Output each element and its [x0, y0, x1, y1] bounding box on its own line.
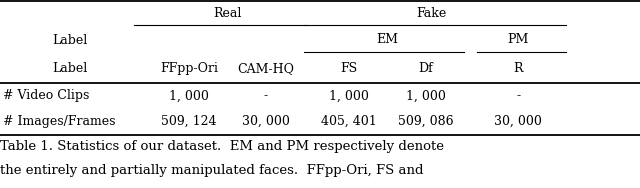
- Text: 30, 000: 30, 000: [495, 115, 542, 128]
- Text: # Video Clips: # Video Clips: [3, 89, 90, 102]
- Text: # Images/Frames: # Images/Frames: [3, 115, 116, 128]
- Text: Label: Label: [52, 62, 88, 75]
- Text: Table 1. Statistics of our dataset.  EM and PM respectively denote: Table 1. Statistics of our dataset. EM a…: [0, 140, 444, 153]
- Text: EM: EM: [376, 33, 398, 46]
- Text: 509, 086: 509, 086: [398, 115, 453, 128]
- Text: 405, 401: 405, 401: [321, 115, 377, 128]
- Text: PM: PM: [508, 33, 529, 46]
- Text: 1, 000: 1, 000: [169, 89, 209, 102]
- Text: CAM-HQ: CAM-HQ: [237, 62, 294, 75]
- Text: 509, 124: 509, 124: [161, 115, 216, 128]
- Text: Df: Df: [418, 62, 433, 75]
- Text: FS: FS: [340, 62, 357, 75]
- Text: R: R: [514, 62, 523, 75]
- Text: the entirely and partially manipulated faces.  FFpp-Ori, FS and: the entirely and partially manipulated f…: [0, 164, 424, 177]
- Text: 1, 000: 1, 000: [406, 89, 445, 102]
- Text: 1, 000: 1, 000: [329, 89, 369, 102]
- Text: -: -: [264, 89, 268, 102]
- Text: Fake: Fake: [416, 7, 446, 20]
- Text: -: -: [516, 89, 520, 102]
- Text: Real: Real: [213, 7, 241, 20]
- Text: FFpp-Ori: FFpp-Ori: [160, 62, 218, 75]
- Text: 30, 000: 30, 000: [242, 115, 289, 128]
- Text: Label: Label: [52, 34, 88, 47]
